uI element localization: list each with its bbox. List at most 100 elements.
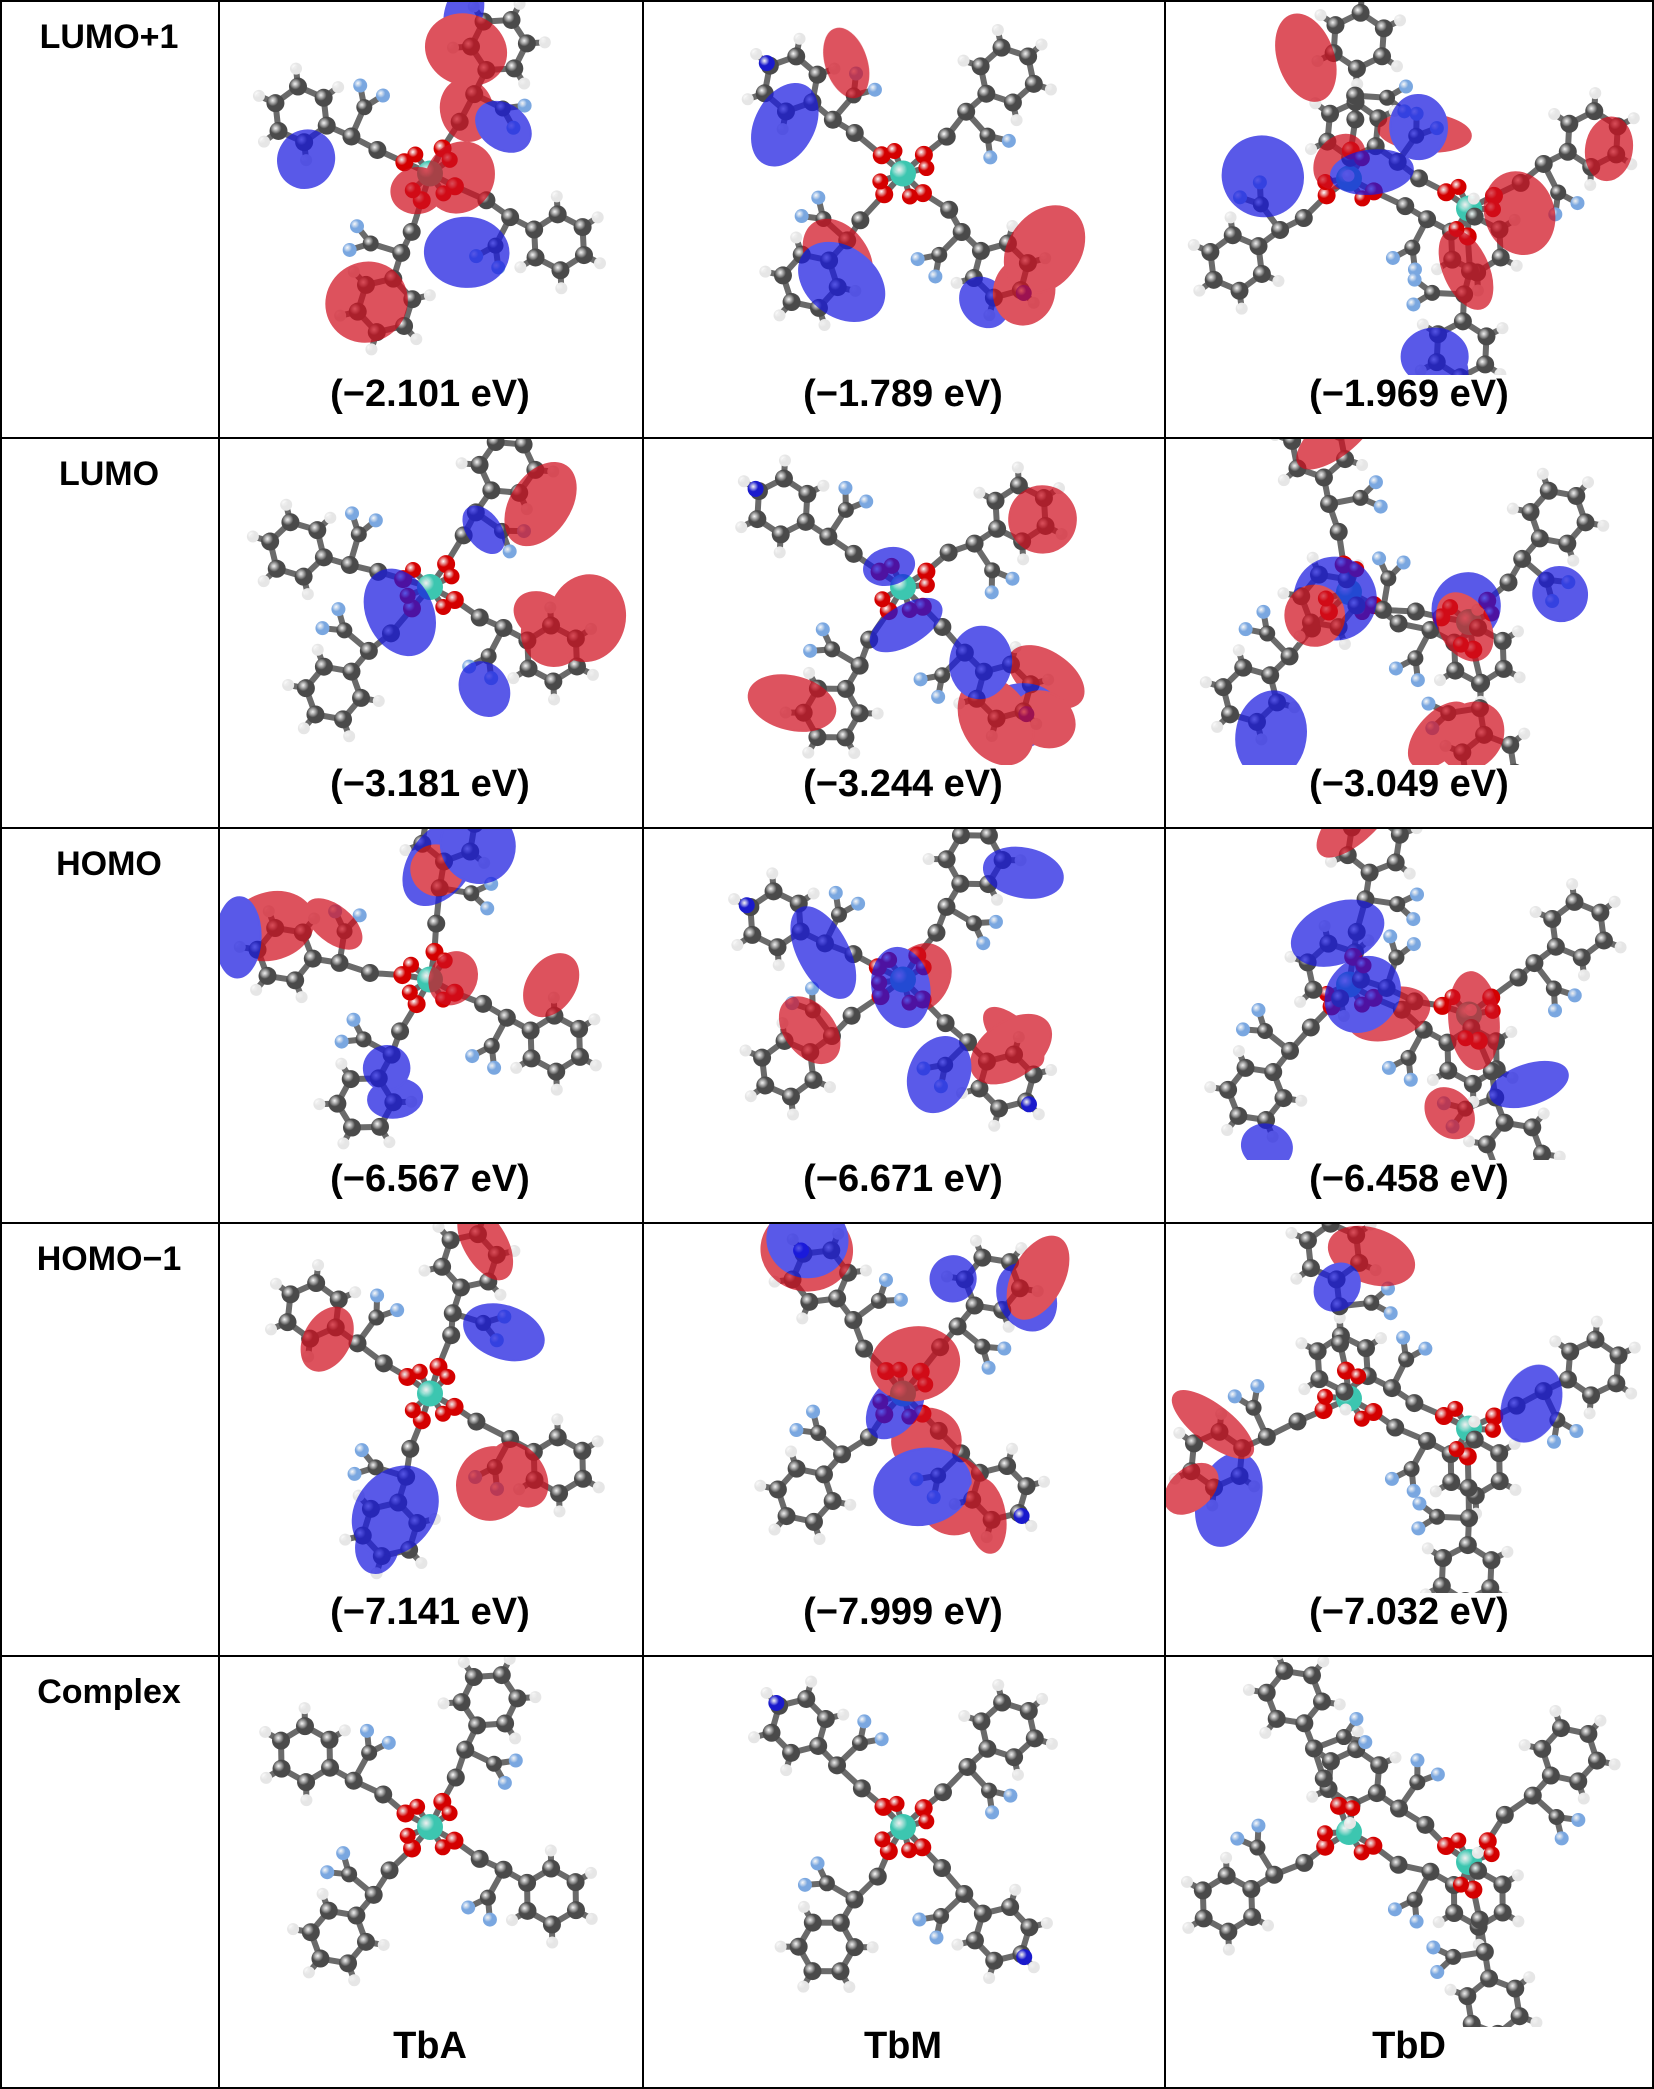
carbon-atom: [1541, 1766, 1560, 1785]
carbon-atom: [1533, 1144, 1552, 1160]
carbon-atom: [842, 1006, 861, 1025]
carbon-atom: [1329, 522, 1348, 541]
row-label: HOMO−1: [36, 1240, 182, 1278]
fluorine-atom: [1383, 929, 1398, 944]
hydrogen-atom: [1608, 1758, 1621, 1771]
carbon-atom: [973, 1248, 992, 1267]
carbon-atom: [992, 38, 1011, 57]
hydrogen-atom: [399, 844, 412, 857]
hydrogen-atom: [1338, 637, 1351, 650]
carbon-atom: [743, 925, 762, 944]
hydrogen-atom: [410, 333, 423, 346]
hydrogen-atom: [349, 1286, 362, 1299]
atom-group: [748, 1675, 1058, 1993]
orbital-lobe-negative: [798, 241, 886, 322]
oxygen-atom: [886, 143, 903, 160]
oxygen-atom: [1317, 186, 1336, 205]
carbon-atom: [981, 1782, 998, 1799]
carbon-atom: [984, 562, 1001, 579]
hydrogen-atom: [1036, 1692, 1049, 1705]
carbon-atom: [474, 994, 493, 1013]
fluorine-atom: [997, 1341, 1012, 1356]
carbon-atom: [311, 1949, 330, 1968]
hydrogen-atom: [506, 1914, 519, 1927]
carbon-atom: [1346, 86, 1365, 105]
hydrogen-atom: [958, 1709, 971, 1722]
carbon-atom: [870, 1292, 887, 1309]
orbital-lobe-negative: [1400, 327, 1469, 375]
orbital-lobe-negative: [475, 100, 532, 153]
hydrogen-atom: [803, 666, 816, 679]
carbon-atom: [979, 127, 996, 144]
orbital-cell: (−3.244 eV): [644, 439, 1162, 825]
carbon-atom: [939, 543, 958, 562]
hydrogen-atom: [312, 1259, 325, 1272]
carbon-atom: [427, 914, 446, 933]
carbon-atom: [526, 248, 545, 267]
carbon-atom: [355, 1031, 372, 1048]
hydrogen-atom: [1314, 9, 1327, 22]
carbon-atom: [837, 501, 854, 518]
carbon-atom: [281, 1285, 300, 1304]
carbon-atom: [958, 1757, 977, 1776]
fluorine-atom: [1251, 1002, 1266, 1017]
hydrogen-atom: [343, 730, 356, 743]
carbon-atom: [1458, 1987, 1477, 2006]
carbon-atom: [934, 667, 951, 684]
hydrogen-atom: [1232, 1045, 1245, 1058]
hydrogen-atom: [423, 289, 436, 302]
carbon-atom: [1434, 1549, 1453, 1568]
oxygen-atom: [1344, 1800, 1361, 1817]
carbon-atom: [965, 915, 982, 932]
oxygen-atom: [913, 184, 932, 203]
orbital-lobe-positive: [325, 261, 408, 343]
carbon-atom: [931, 246, 948, 263]
hydrogen-atom: [1582, 476, 1595, 489]
hydrogen-atom: [300, 1794, 313, 1807]
terbium-atom: [417, 1814, 443, 1840]
carbon-atom: [971, 241, 990, 260]
carbon-atom: [1267, 1709, 1286, 1728]
oxygen-atom: [1314, 1401, 1333, 1420]
carbon-atom: [314, 657, 333, 676]
carbon-atom: [828, 1756, 847, 1775]
carbon-atom: [1579, 1724, 1598, 1743]
hydrogen-atom: [737, 475, 750, 488]
carbon-atom: [993, 1693, 1012, 1712]
hydrogen-atom: [748, 1731, 761, 1744]
hydrogen-atom: [1549, 1335, 1562, 1348]
carbon-atom: [940, 200, 959, 219]
carbon-atom: [1019, 1702, 1038, 1721]
molecule-render: [246, 439, 627, 743]
hydrogen-atom: [510, 1061, 523, 1074]
hydrogen-atom: [1011, 1768, 1024, 1781]
carbon-atom: [446, 1768, 465, 1787]
hydrogen-atom: [265, 1323, 278, 1336]
carbon-atom: [480, 648, 497, 665]
orbital-lobes: [760, 1224, 1070, 1554]
carbon-atom: [1335, 1382, 1354, 1401]
orbital-lobe-negative: [363, 568, 436, 657]
atom-group: [259, 1657, 598, 1987]
orbital-lobe-negative: [863, 546, 916, 586]
hydrogen-atom: [1235, 302, 1248, 315]
hydrogen-atom: [823, 1081, 836, 1094]
hydrogen-atom: [1025, 1520, 1038, 1533]
carbon-atom: [1499, 573, 1518, 592]
carbon-atom: [1609, 1346, 1628, 1365]
hydrogen-atom: [844, 1498, 857, 1511]
carbon-atom: [452, 1693, 471, 1712]
fluorine-atom: [368, 513, 383, 528]
hydrogen-atom: [1578, 969, 1591, 982]
orbital-lobe-negative: [351, 1465, 439, 1557]
fluorine-atom: [1406, 937, 1421, 952]
fluorine-atom: [1403, 1072, 1418, 1087]
carbon-atom: [957, 102, 976, 121]
fluorine-atom: [508, 1753, 523, 1768]
carbon-atom: [1229, 1106, 1248, 1125]
hydrogen-atom: [1027, 1961, 1040, 1974]
hydrogen-atom: [260, 1771, 273, 1784]
carbon-atom: [494, 1860, 513, 1879]
carbon-atom: [1321, 1752, 1340, 1771]
orbital-lobes: [751, 27, 1086, 329]
